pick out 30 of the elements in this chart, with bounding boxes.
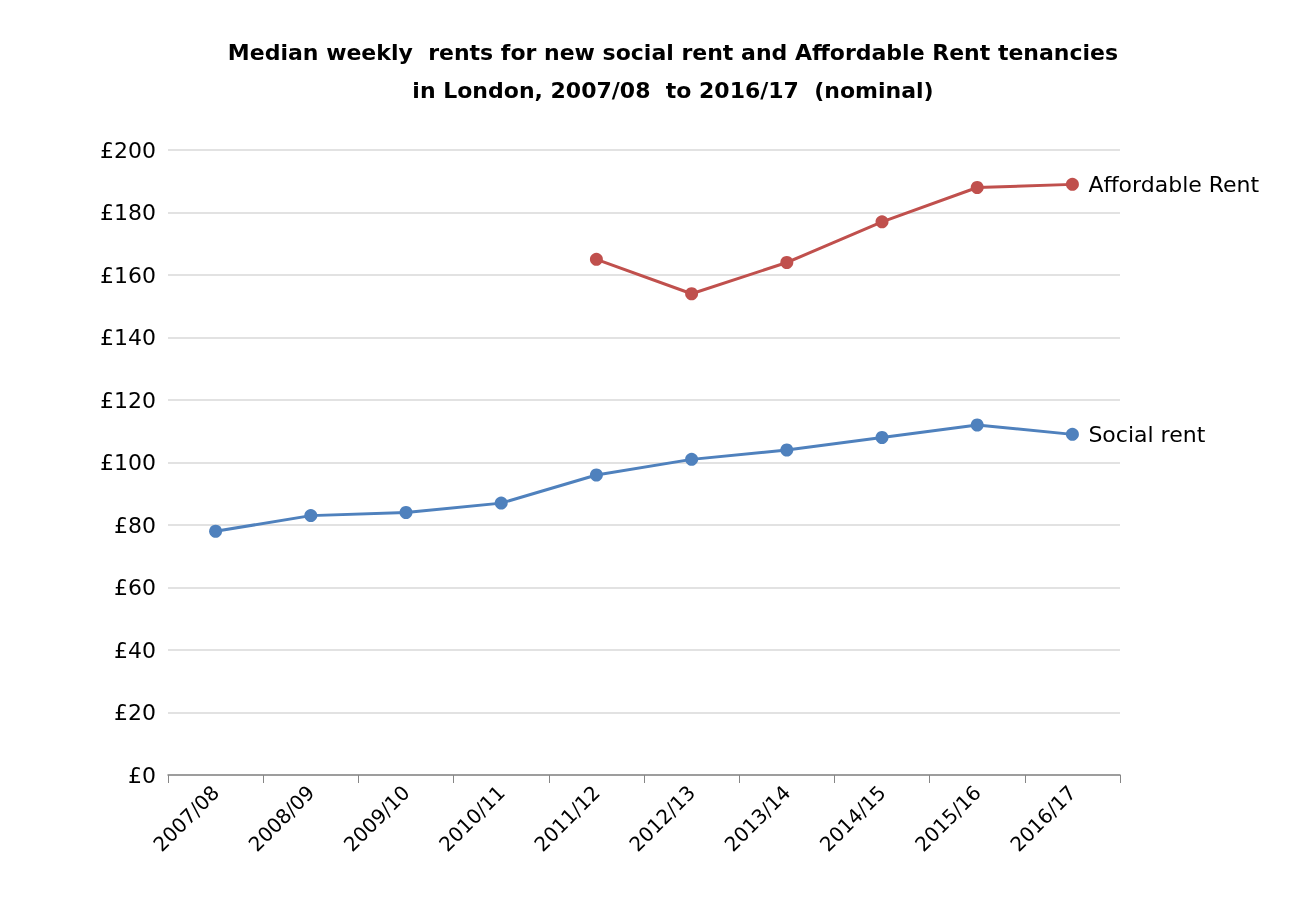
y-tick-label: £140 <box>100 325 156 350</box>
point <box>780 443 794 457</box>
y-tick-label: £180 <box>100 200 156 225</box>
point <box>494 496 508 510</box>
point <box>685 452 699 466</box>
point <box>589 252 603 266</box>
point <box>209 524 223 538</box>
point <box>685 287 699 301</box>
y-tick-label: £40 <box>114 637 156 663</box>
y-tick-label: £0 <box>128 762 156 788</box>
y-tick-label: £160 <box>100 262 156 288</box>
y-tick-label: £60 <box>114 575 156 600</box>
point <box>304 509 318 523</box>
series-label: Affordable Rent <box>1088 171 1260 197</box>
y-tick-label: £20 <box>114 700 156 725</box>
chart-title: Median weekly rents for new social rent and Affordable Rent tenancies in London, 2007/08 to 2016/17 (nominal) <box>227 39 1119 103</box>
series-label: Social rent <box>1088 421 1206 447</box>
y-tick-label: £80 <box>114 512 156 538</box>
point <box>970 181 984 194</box>
y-tick-label: £200 <box>100 137 156 163</box>
y-tick-label: £100 <box>100 450 156 475</box>
point <box>589 468 603 482</box>
point <box>399 506 413 519</box>
point <box>970 418 984 432</box>
point <box>875 215 889 229</box>
point <box>1065 177 1079 191</box>
point <box>875 431 889 444</box>
y-tick-label: £120 <box>100 387 156 413</box>
point <box>780 256 794 269</box>
point <box>1065 427 1079 441</box>
